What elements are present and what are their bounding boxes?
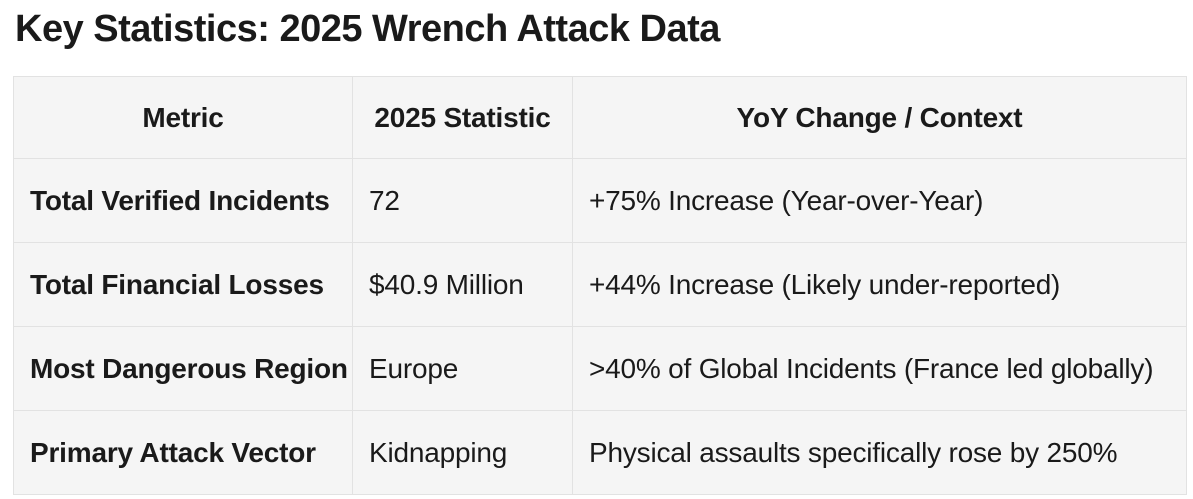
metric-cell: Most Dangerous Region (13, 326, 353, 411)
statistic-cell: Europe (352, 326, 573, 411)
table-row: Total Verified Incidents 72 +75% Increas… (13, 158, 1187, 243)
metric-cell: Total Financial Losses (13, 242, 353, 327)
table-row: Most Dangerous Region Europe >40% of Glo… (13, 326, 1187, 411)
column-header-context: YoY Change / Context (572, 76, 1187, 159)
metric-cell: Total Verified Incidents (13, 158, 353, 243)
statistic-cell: 72 (352, 158, 573, 243)
context-cell: >40% of Global Incidents (France led glo… (572, 326, 1187, 411)
statistic-cell: Kidnapping (352, 410, 573, 495)
metric-cell: Primary Attack Vector (13, 410, 353, 495)
column-header-statistic: 2025 Statistic (352, 76, 573, 159)
table-row: Primary Attack Vector Kidnapping Physica… (13, 410, 1187, 495)
page-title: Key Statistics: 2025 Wrench Attack Data (15, 8, 720, 50)
context-cell: Physical assaults specifically rose by 2… (572, 410, 1187, 495)
context-cell: +44% Increase (Likely under-reported) (572, 242, 1187, 327)
key-statistics-table: Metric 2025 Statistic YoY Change / Conte… (13, 76, 1187, 495)
table-header-row: Metric 2025 Statistic YoY Change / Conte… (13, 76, 1187, 159)
column-header-metric: Metric (13, 76, 353, 159)
statistic-cell: $40.9 Million (352, 242, 573, 327)
table-row: Total Financial Losses $40.9 Million +44… (13, 242, 1187, 327)
context-cell: +75% Increase (Year-over-Year) (572, 158, 1187, 243)
